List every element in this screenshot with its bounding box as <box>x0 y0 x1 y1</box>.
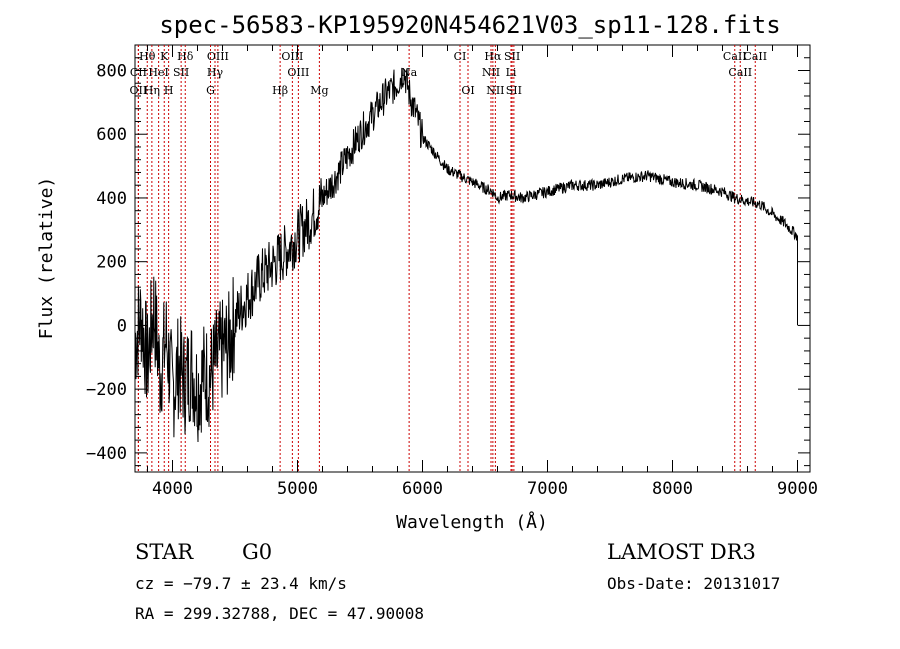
spectral-line-label: CaII <box>743 50 767 63</box>
spectral-line-label: Hγ <box>207 66 224 79</box>
spectral-line-label: NII <box>486 84 504 97</box>
spectral-line-label: OI <box>461 84 474 97</box>
x-tick-label: 8000 <box>652 479 693 499</box>
x-tick-label: 9000 <box>777 479 818 499</box>
spectral-line-label: Hα <box>484 50 502 63</box>
x-tick-label: 6000 <box>402 479 443 499</box>
spectral-line-label: OII <box>130 84 148 97</box>
spectral-line-label: CI <box>454 50 467 63</box>
spectral-line-label: Hη <box>144 84 160 97</box>
spectral-line-label: OIII <box>207 50 229 63</box>
spectral-line-label: Hθ <box>139 50 156 63</box>
y-tick-label: 200 <box>96 253 127 273</box>
spectral-line-label: NII <box>482 66 500 79</box>
y-tick-label: −200 <box>86 380 127 400</box>
spectral-line-label: Li <box>506 66 517 79</box>
y-tick-label: 600 <box>96 125 127 145</box>
spectral-line-label: H <box>164 84 174 97</box>
spectral-line-label: K <box>160 50 169 63</box>
spectral-line-label: CaII <box>728 66 752 79</box>
spectral-line-label: Hβ <box>272 84 288 97</box>
observation-date: Obs-Date: 20131017 <box>607 574 780 593</box>
plot-frame <box>134 44 811 473</box>
y-tick-label: 800 <box>96 61 127 81</box>
x-axis-label: Wavelength (Å) <box>396 511 548 533</box>
spectral-line-label: SII <box>173 66 189 79</box>
spectral-line-label: SII <box>506 84 522 97</box>
spectral-line-label: CaII <box>723 50 747 63</box>
redshift-velocity: cz = −79.7 ± 23.4 km/s <box>135 574 347 593</box>
x-tick-label: 5000 <box>277 479 318 499</box>
spectral-line-label: OIII <box>281 50 303 63</box>
spectral-line-label: HeI <box>148 66 168 79</box>
x-tick-label: 7000 <box>527 479 568 499</box>
spectral-line-label: G <box>206 84 215 97</box>
spectral-line-label: OIII <box>287 66 309 79</box>
flux-series-line <box>134 67 798 443</box>
y-tick-label: 0 <box>117 316 127 336</box>
spectral-line-label: SII <box>504 50 520 63</box>
y-tick-label: −400 <box>86 444 127 464</box>
survey-name: LAMOST DR3 <box>607 540 756 564</box>
spectral-lines <box>137 45 756 472</box>
object-class: STAR <box>135 540 194 564</box>
chart-title: spec-56583-KP195920N454621V03_sp11-128.f… <box>159 11 780 39</box>
spectral-line-label: Mg <box>310 84 328 97</box>
y-tick-label: 400 <box>96 189 127 209</box>
spectral-line-label: Hδ <box>177 50 194 63</box>
object-subclass: G0 <box>242 540 272 564</box>
spectral-line-label: CII <box>130 66 147 79</box>
y-axis-label: Flux (relative) <box>36 177 57 340</box>
coordinates: RA = 299.32788, DEC = 47.90008 <box>135 604 424 623</box>
x-tick-label: 4000 <box>152 479 193 499</box>
spectral-line-label: Na <box>401 66 418 79</box>
axis-ticks: 4000 5000 6000 7000 8000 9000 −400 −200 0 200 400 6… <box>86 45 818 499</box>
